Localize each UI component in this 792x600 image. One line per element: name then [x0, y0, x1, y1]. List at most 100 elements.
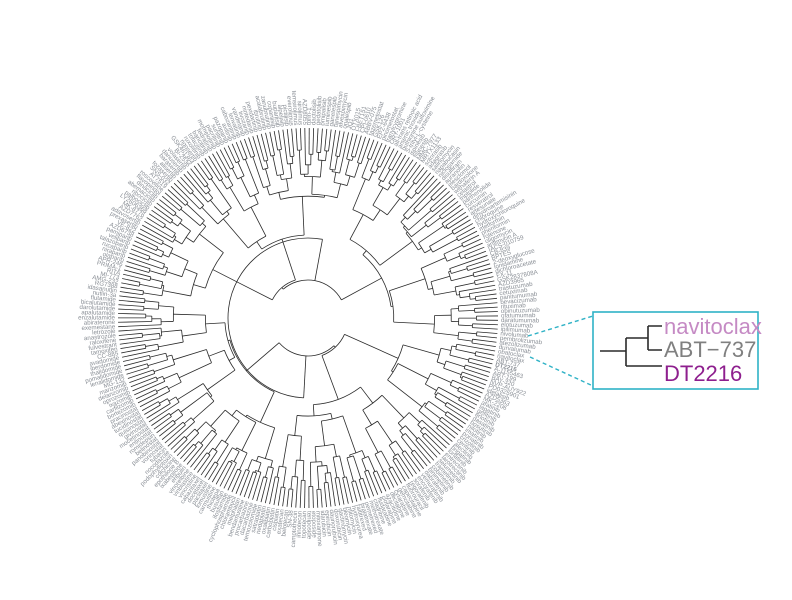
branch-radial-709	[441, 208, 464, 224]
branch-radial-707	[418, 247, 422, 251]
branch-radial-319	[208, 349, 225, 357]
branch-radial-439	[136, 236, 159, 248]
branch-radial-601	[336, 183, 341, 198]
branch-arc-625	[333, 181, 348, 186]
branch-radial-385	[158, 305, 174, 308]
branch-radial-374	[173, 313, 206, 316]
branch-radial-254	[204, 461, 216, 478]
branch-radial-321	[168, 381, 182, 390]
leaf-label: MI-773	[100, 271, 121, 282]
branch-radial-612	[346, 175, 351, 186]
branch-arc-30	[436, 348, 442, 363]
branch-radial-153	[342, 477, 349, 504]
branch-radial-113	[365, 428, 379, 453]
branch-radial-721	[456, 226, 476, 238]
branch-radial-227	[247, 459, 253, 471]
branch-arc-352	[206, 349, 212, 363]
branch-arc-502	[204, 184, 209, 188]
branch-arc-97	[399, 425, 406, 431]
branch-radial-747	[451, 268, 468, 274]
branch-radial-336	[173, 349, 207, 361]
branch-radial-578	[298, 150, 301, 175]
branch-radial-371	[118, 327, 162, 332]
dendrogram-branches	[117, 128, 498, 508]
branch-radial-214	[264, 466, 269, 478]
branch-radial-228	[239, 470, 250, 496]
branch-radial-526	[223, 147, 235, 168]
branch-radial-583	[304, 128, 306, 165]
branch-radial-634	[361, 158, 370, 178]
branch-radial-105	[388, 445, 396, 456]
branch-radial-542	[266, 186, 270, 196]
branch-radial-541	[278, 192, 281, 200]
branch-arc-419	[161, 285, 165, 296]
branch-radial-436	[132, 244, 162, 258]
leaf-label: alpelisib	[276, 104, 286, 128]
branch-radial-452	[142, 224, 173, 243]
branch-radial-765	[469, 289, 496, 294]
branch-arc-345	[146, 363, 149, 368]
branch-arc-626	[311, 193, 338, 199]
branch-radial-73	[360, 386, 374, 404]
branch-arc-714	[441, 223, 446, 229]
branch-radial-76	[421, 419, 450, 446]
branch-radial-190	[290, 489, 294, 508]
branch-radial-342	[147, 359, 168, 367]
branch-radial-545	[248, 137, 256, 157]
branch-arc-112	[388, 440, 396, 446]
branch-radial-729	[389, 278, 426, 292]
branch-radial-426	[163, 266, 168, 269]
branch-radial-152	[345, 476, 353, 503]
branch-arc-724	[429, 246, 434, 253]
branch-arc-146	[351, 480, 356, 483]
branch-arc-122	[374, 450, 382, 455]
branch-radial-484	[281, 239, 296, 281]
branch-arc-678	[395, 195, 405, 203]
branch-radial-188	[295, 476, 299, 508]
branch-radial-134	[367, 470, 379, 495]
leaf-label: rituximab	[500, 302, 526, 310]
branch-radial-257	[200, 451, 218, 476]
branch-radial-324	[137, 392, 158, 404]
leaf-label: sirolimus	[296, 101, 304, 126]
branch-arc-740	[464, 254, 467, 259]
branch-radial-181	[294, 415, 298, 436]
branch-arc-69	[418, 402, 426, 411]
branch-arc-741	[458, 253, 462, 259]
branch-radial-617	[354, 135, 362, 158]
branch-arc-123	[365, 420, 378, 429]
leaf-label: abiraterone	[84, 319, 116, 327]
branch-radial-524	[231, 168, 238, 180]
branch-radial-387	[118, 308, 144, 311]
branch-radial-752	[451, 274, 474, 282]
branch-radial-703	[441, 204, 461, 220]
branch-radial-685	[403, 178, 438, 216]
leaf-label: bevacizumab	[500, 296, 537, 306]
branch-arc-446	[168, 248, 174, 258]
branch-arc-68	[436, 424, 440, 429]
leaf-label: bicalutamide	[81, 299, 117, 308]
branch-radial-304	[151, 413, 170, 426]
branch-arc-807	[362, 254, 392, 307]
leaf-label: AZD8055	[301, 99, 308, 126]
branch-radial-151	[339, 455, 345, 478]
branch-radial-534	[235, 141, 244, 161]
leaf-label: buparlisib	[270, 101, 281, 129]
branch-radial-258	[208, 447, 213, 455]
branch-radial-473	[180, 208, 201, 226]
branch-radial-279	[170, 436, 185, 450]
branch-arc-774	[420, 268, 429, 290]
branch-radial-339	[127, 369, 154, 379]
branch-radial-341	[166, 354, 172, 357]
branch-arc-628	[261, 234, 305, 250]
branch-arc-480	[185, 202, 189, 206]
branch-radial-102	[404, 450, 421, 472]
branch-arc-333	[155, 376, 158, 381]
branch-radial-737	[460, 256, 466, 259]
branch-radial-0	[303, 355, 307, 398]
leaf-label: nivolumab	[500, 330, 529, 339]
branch-radial-790	[472, 323, 498, 326]
branch-arc-432	[162, 263, 165, 270]
branch-radial-753	[472, 267, 492, 274]
branch-radial-778	[458, 302, 498, 307]
